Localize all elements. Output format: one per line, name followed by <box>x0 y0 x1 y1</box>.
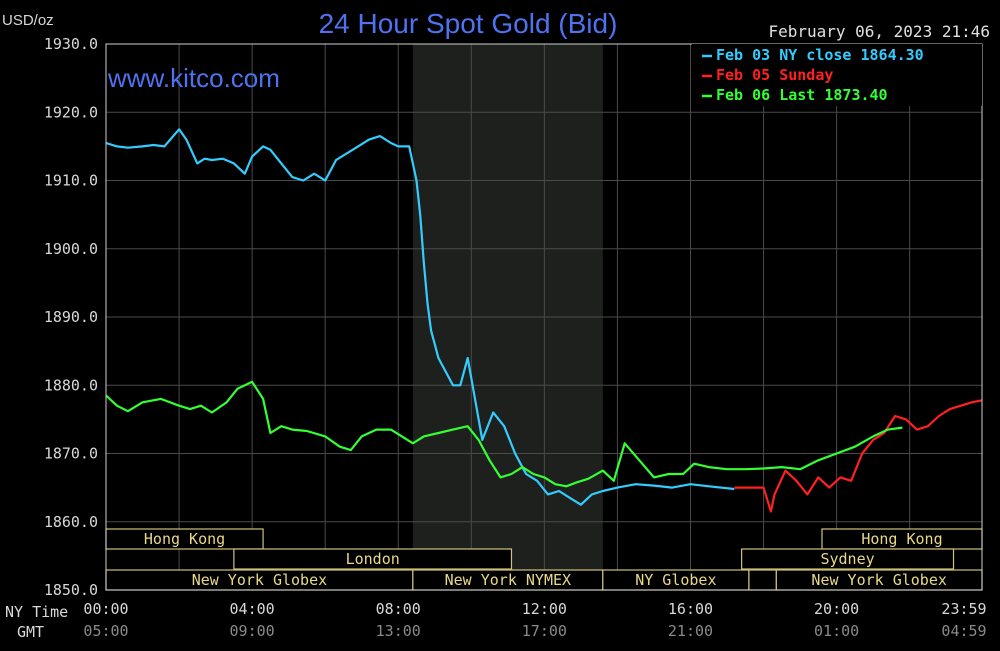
legend-box <box>692 44 982 106</box>
x-tick-label-ny: 00:00 <box>83 600 128 618</box>
y-tick-label: 1850.0 <box>44 581 98 599</box>
series-line-1 <box>105 128 735 506</box>
x-tick-label-ny: 12:00 <box>522 600 567 618</box>
series-line-3 <box>105 380 903 488</box>
legend-entry: Feb 06 Last 1873.40 <box>716 86 888 104</box>
session-label: Sydney <box>820 550 874 568</box>
session-label: New York Globex <box>192 571 327 589</box>
y-tick-label: 1920.0 <box>44 103 98 121</box>
session-box <box>741 548 955 570</box>
x-tick-label-gmt: 01:00 <box>814 622 859 640</box>
series-lines <box>105 128 983 513</box>
legend-entry: Feb 05 Sunday <box>716 66 833 84</box>
market-sessions: Hong Kong Hong Kong London Sydney New York G… <box>105 528 983 591</box>
y-tick-label: 1880.0 <box>44 376 98 394</box>
x-tick-label-ny: 08:00 <box>376 600 421 618</box>
x-tick-label-gmt: 05:00 <box>83 622 128 640</box>
legend-entry: Feb 03 NY close 1864.30 <box>716 46 924 64</box>
y-tick-label: 1910.0 <box>44 172 98 190</box>
x-tick-label-gmt: 17:00 <box>522 622 567 640</box>
series-line-2 <box>734 399 983 513</box>
chart-title: 24 Hour Spot Gold (Bid) <box>319 8 618 39</box>
y-tick-label: 1890.0 <box>44 308 98 326</box>
y-tick-label: 1930.0 <box>44 35 98 53</box>
x-tick-label-gmt: 09:00 <box>230 622 275 640</box>
x-tick-label-ny: 23:59 <box>941 600 986 618</box>
y-tick-label: 1860.0 <box>44 513 98 531</box>
session-box <box>748 569 777 591</box>
x-tick-label-gmt: 21:00 <box>668 622 713 640</box>
session-label: NY Globex <box>635 571 716 589</box>
session-label: Hong Kong <box>144 530 225 548</box>
session-label: London <box>346 550 400 568</box>
x-tick-label-gmt: 13:00 <box>376 622 421 640</box>
session-label: Hong Kong <box>861 530 942 548</box>
y-tick-label: 1870.0 <box>44 445 98 463</box>
gmt-label: GMT <box>17 623 44 641</box>
plot-frame <box>105 43 983 591</box>
chart-legend: Feb 03 NY close 1864.30 Feb 05 Sunday Feb … <box>692 44 982 106</box>
x-tick-label-ny: 20:00 <box>814 600 859 618</box>
unit-label: USD/oz <box>2 12 54 29</box>
y-axis-ticks: 1930.0 1920.0 1910.0 1900.0 1890.0 1880.0 1870… <box>44 35 98 599</box>
chart-timestamp: February 06, 2023 21:46 <box>768 22 990 41</box>
x-tick-label-ny: 04:00 <box>230 600 275 618</box>
session-box <box>233 548 513 570</box>
x-axis-ticks: 00:00 04:00 08:00 12:00 16:00 20:00 23:59 05:00… <box>83 600 986 640</box>
x-tick-label-gmt: 04:59 <box>941 622 986 640</box>
grid-lines <box>105 43 982 591</box>
y-tick-label: 1900.0 <box>44 240 98 258</box>
brand-watermark: www.kitco.com <box>107 63 280 93</box>
session-label: New York NYMEX <box>445 571 571 589</box>
session-label: New York Globex <box>811 571 946 589</box>
ny-time-label: NY Time <box>5 603 68 621</box>
x-tick-label-ny: 16:00 <box>668 600 713 618</box>
